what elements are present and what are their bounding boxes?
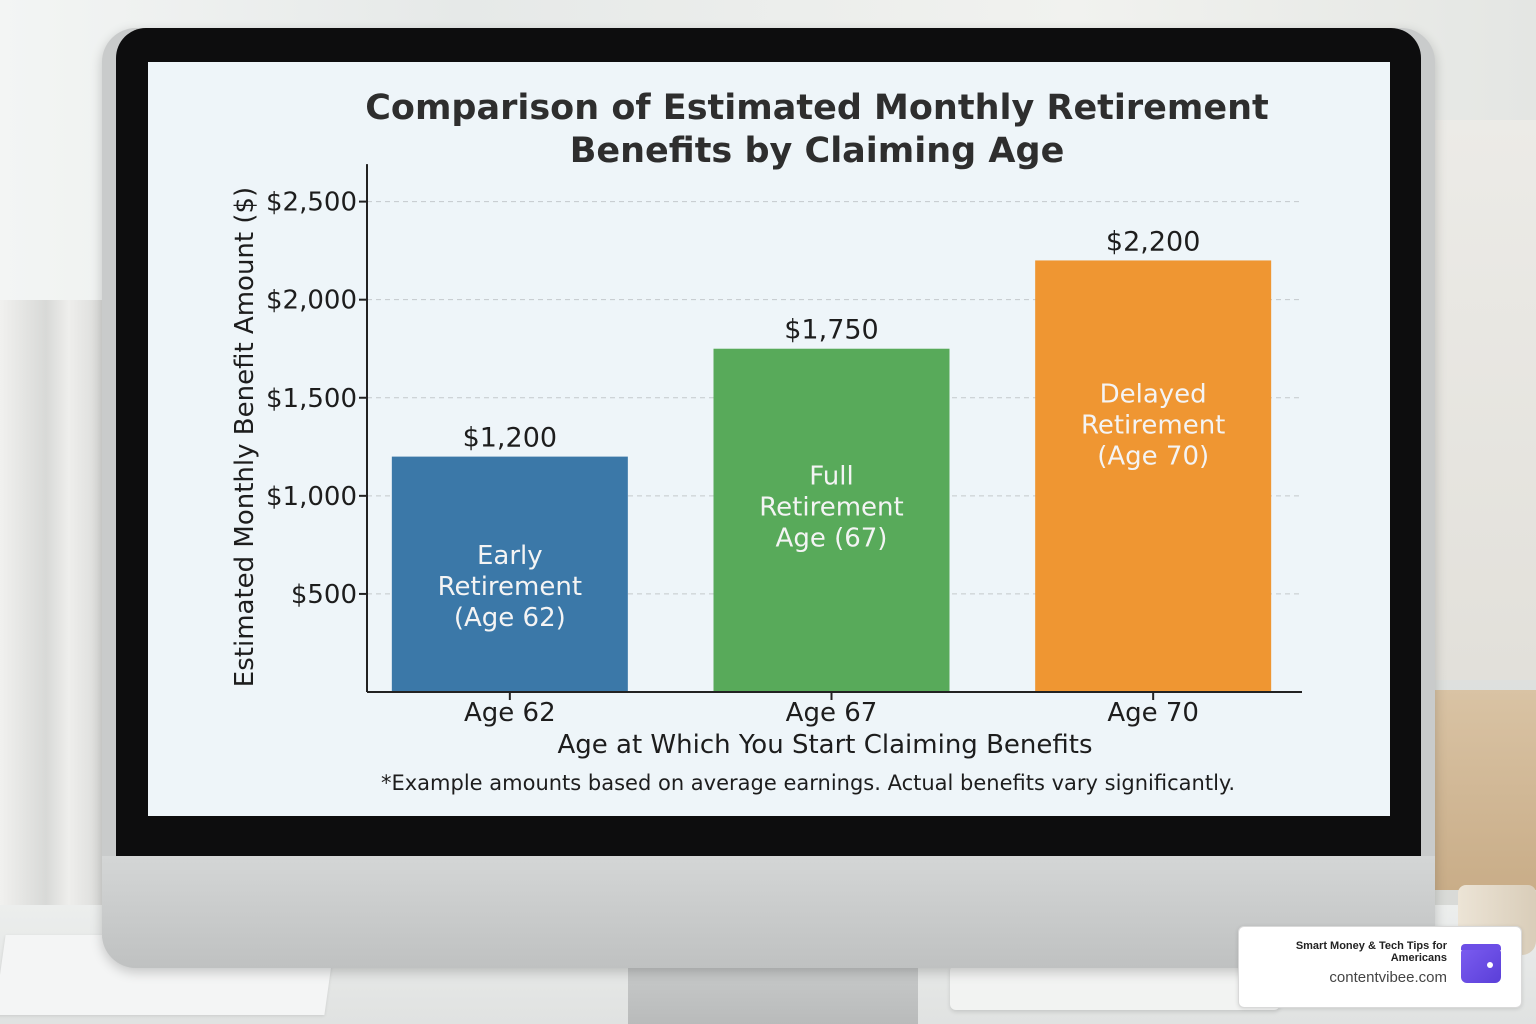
data-label-1: $1,200 [463, 423, 557, 454]
watermark-badge[interactable]: Smart Money & Tech Tips for Americans co… [1238, 926, 1522, 1008]
bar-label-1-line-1: Early [477, 541, 543, 571]
x-tick-label-3: Age 70 [1107, 698, 1199, 728]
x-tick-label-2: Age 67 [786, 698, 878, 728]
keyboard [950, 965, 1280, 1010]
chart-title-line-1: Comparison of Estimated Monthly Retireme… [365, 88, 1269, 128]
y-axis-title: Estimated Monthly Benefit Amount ($) [230, 187, 260, 687]
y-tick-label: $2,000 [266, 286, 357, 316]
background-shelf [1420, 120, 1536, 680]
y-tick-label: $2,500 [266, 188, 357, 218]
bar-label-3-line-3: (Age 70) [1097, 441, 1209, 471]
bar-label-2-line-1: Full [809, 462, 853, 492]
data-label-2: $1,750 [784, 315, 878, 346]
bar-label-3-line-2: Retirement [1081, 410, 1225, 440]
y-tick-label: $1,000 [266, 482, 357, 512]
bar-label-2-line-2: Retirement [759, 493, 903, 523]
bar-2 [713, 348, 950, 692]
monitor-chin [102, 856, 1435, 968]
y-tick-label: $1,500 [266, 384, 357, 414]
x-tick-label-1: Age 62 [464, 698, 556, 728]
bar-3 [1035, 260, 1272, 692]
x-axis-title: Age at Which You Start Claiming Benefits [557, 730, 1092, 760]
monitor-screen: Comparison of Estimated Monthly Retireme… [148, 62, 1390, 816]
wallet-icon [1461, 944, 1501, 983]
chart-text: Comparison of Estimated Monthly Retireme… [230, 88, 1269, 795]
bar-label-1-line-2: Retirement [438, 572, 582, 602]
data-label-3: $2,200 [1106, 226, 1200, 257]
bar-1 [391, 456, 628, 692]
watermark-tagline: Smart Money & Tech Tips for Americans [1295, 940, 1447, 964]
y-tick-label: $500 [291, 580, 357, 610]
bar-label-2-line-3: Age (67) [776, 524, 888, 554]
axes [359, 164, 1302, 700]
bar-label-3-line-1: Delayed [1100, 379, 1207, 409]
chart-footnote: *Example amounts based on average earnin… [381, 771, 1235, 795]
bar-label-1-line-3: (Age 62) [454, 603, 566, 633]
bars [391, 260, 1272, 692]
background-binders [0, 300, 115, 920]
watermark-site[interactable]: contentvibee.com [1329, 969, 1447, 986]
monitor-stand [628, 960, 918, 1024]
background-wood-panel [1420, 690, 1536, 890]
chart-title-line-2: Benefits by Claiming Age [570, 131, 1065, 171]
bar-chart: Comparison of Estimated Monthly Retireme… [230, 88, 1302, 795]
